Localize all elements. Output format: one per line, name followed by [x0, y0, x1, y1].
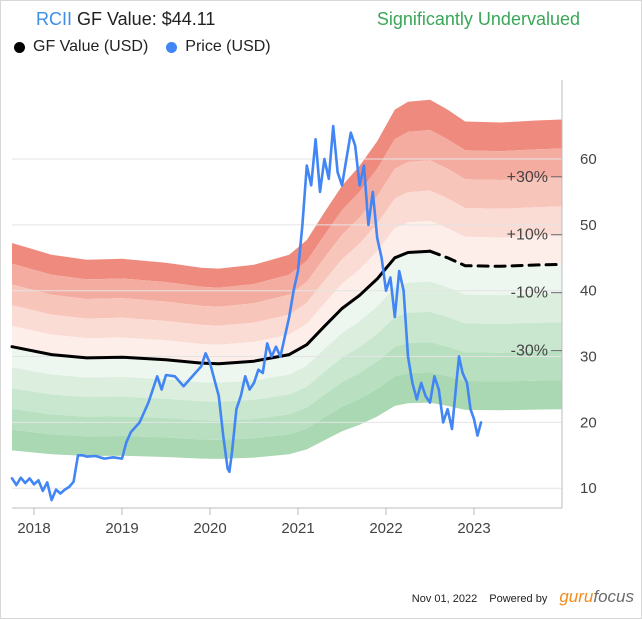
- legend-item-price[interactable]: Price (USD): [166, 38, 271, 56]
- chart-title: RCII GF Value: $44.11: [36, 9, 215, 30]
- valuation-bands: [12, 99, 562, 459]
- band-label: -30%: [511, 343, 548, 360]
- x-tick-label: 2023: [457, 520, 490, 537]
- y-tick-label: 30: [580, 349, 597, 366]
- y-tick-label: 40: [580, 283, 597, 300]
- valuation-band: [12, 190, 562, 345]
- series-lines: [10, 124, 564, 502]
- x-tick-label: 2019: [105, 520, 138, 537]
- gf-value-text: GF Value: $44.11: [72, 9, 216, 29]
- x-axis: 2018 2019 2020 2021 2022 2023: [12, 507, 562, 537]
- footer: Nov 01, 2022 Powered by gurufocus: [412, 587, 634, 607]
- band-label: +10%: [507, 227, 548, 244]
- y-tick-label: 50: [580, 217, 597, 234]
- x-tick-label: 2020: [193, 520, 226, 537]
- valuation-band: [12, 311, 562, 421]
- grid-lines: [12, 158, 562, 489]
- gf-value-estimate-line: [428, 249, 564, 268]
- valuation-band: [12, 160, 562, 326]
- valuation-band: [12, 342, 562, 440]
- price-dot-icon: [166, 41, 178, 53]
- legend: GF Value (USD) Price (USD): [14, 38, 271, 56]
- valuation-band: [12, 281, 562, 402]
- gf-value-dot-icon: [14, 41, 25, 53]
- x-tick-label: 2018: [17, 520, 50, 537]
- band-label: +30%: [507, 169, 548, 186]
- x-tick-label: 2021: [281, 520, 314, 537]
- valuation-band: [12, 99, 562, 288]
- footer-date: Nov 01, 2022: [411, 593, 478, 605]
- valuation-band: [12, 130, 562, 307]
- y-tick-label: 10: [580, 480, 597, 497]
- band-labels: +30% +10% -10% -30%: [507, 169, 562, 360]
- y-tick-label: 60: [580, 151, 597, 168]
- legend-label-gf-value: GF Value (USD): [33, 38, 149, 55]
- band-label: -10%: [511, 285, 548, 302]
- valuation-band: [12, 220, 562, 364]
- y-axis: 10 20 30 40 50 60: [561, 80, 597, 508]
- legend-label-price: Price (USD): [185, 38, 271, 55]
- ticker-symbol[interactable]: RCII: [36, 9, 72, 29]
- price-line: [10, 124, 461, 502]
- x-tick-label: 2022: [369, 520, 402, 537]
- legend-item-gf-value[interactable]: GF Value (USD): [14, 38, 148, 56]
- y-tick-label: 20: [580, 414, 597, 431]
- price-line-tail: [457, 355, 483, 437]
- valuation-status: Significantly Undervalued: [376, 9, 580, 29]
- gurufocus-logo[interactable]: gurufocus: [559, 587, 634, 606]
- footer-powered-by: Powered by: [489, 593, 548, 605]
